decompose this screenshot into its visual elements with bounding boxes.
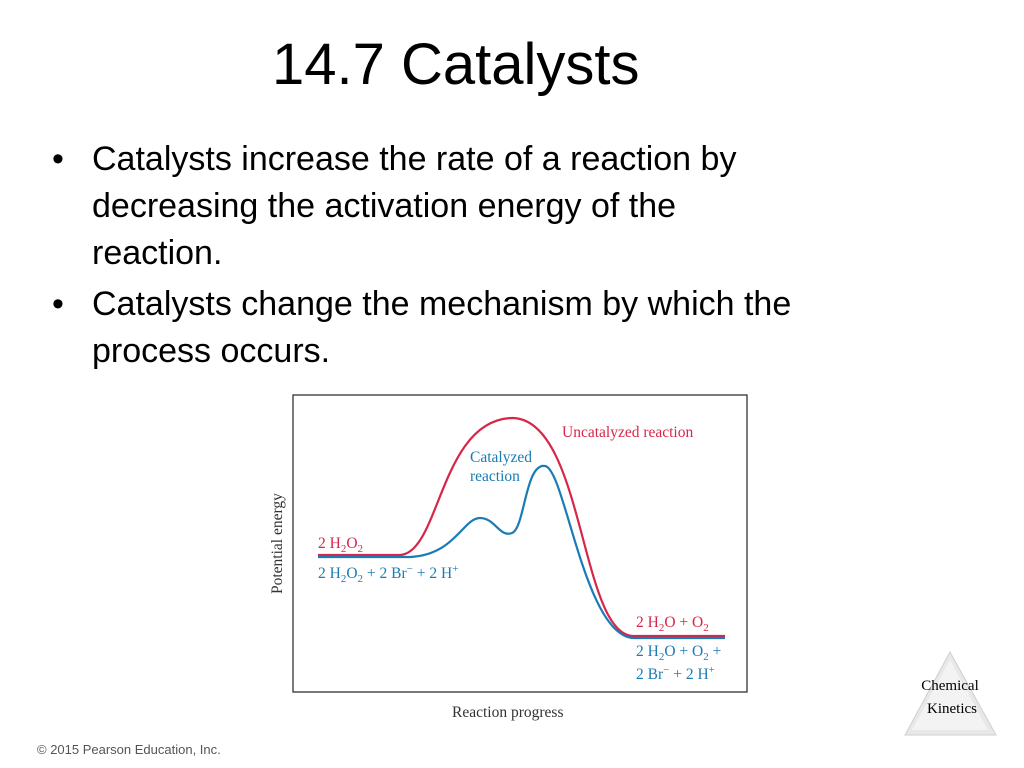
logo-triangle bbox=[904, 650, 997, 736]
chapter-logo: Chemical Kinetics bbox=[904, 650, 997, 736]
uncatalyzed-label: Uncatalyzed reaction bbox=[562, 424, 693, 441]
bullet-line: decreasing the activation energy of the bbox=[92, 187, 677, 225]
logo-triangle-inner bbox=[912, 660, 988, 730]
logo-text: Kinetics bbox=[927, 701, 977, 717]
product-label-catalyzed: 2 Br− + 2 H+ bbox=[636, 664, 715, 683]
logo-text: Chemical bbox=[921, 678, 978, 694]
x-axis-label: Reaction progress bbox=[452, 704, 563, 721]
bullet-list: • Catalysts increase the rate of a react… bbox=[52, 136, 952, 379]
catalyzed-label: reaction bbox=[470, 468, 520, 485]
bullet-line: reaction. bbox=[92, 234, 223, 272]
plot-frame bbox=[292, 394, 748, 693]
product-label-uncatalyzed: 2 H2O + O2 bbox=[636, 614, 709, 634]
reactant-label-catalyzed: 2 H2O2 + 2 Br− + 2 H+ bbox=[318, 563, 458, 585]
bullet-item: • Catalysts increase the rate of a react… bbox=[52, 136, 952, 277]
bullet-line: Catalysts increase the rate of a reactio… bbox=[92, 140, 737, 178]
y-axis-label: Potential energy bbox=[269, 493, 286, 594]
catalyzed-curve bbox=[318, 464, 725, 640]
catalyzed-label: Catalyzed bbox=[470, 449, 532, 466]
uncatalyzed-curve bbox=[318, 416, 725, 638]
copyright-notice: © 2015 Pearson Education, Inc. bbox=[37, 742, 221, 757]
bullet-line: Catalysts change the mechanism by which … bbox=[92, 285, 792, 323]
reactant-label-uncatalyzed: 2 H2O2 bbox=[318, 535, 363, 555]
bullet-item: • Catalysts change the mechanism by whic… bbox=[52, 281, 952, 375]
product-label-catalyzed: 2 H2O + O2 + bbox=[636, 643, 721, 663]
slide-title: 14.7 Catalysts bbox=[272, 32, 640, 97]
bullet-dot: • bbox=[52, 140, 64, 178]
bullet-dot: • bbox=[52, 285, 64, 323]
bullet-line: process occurs. bbox=[92, 332, 331, 370]
